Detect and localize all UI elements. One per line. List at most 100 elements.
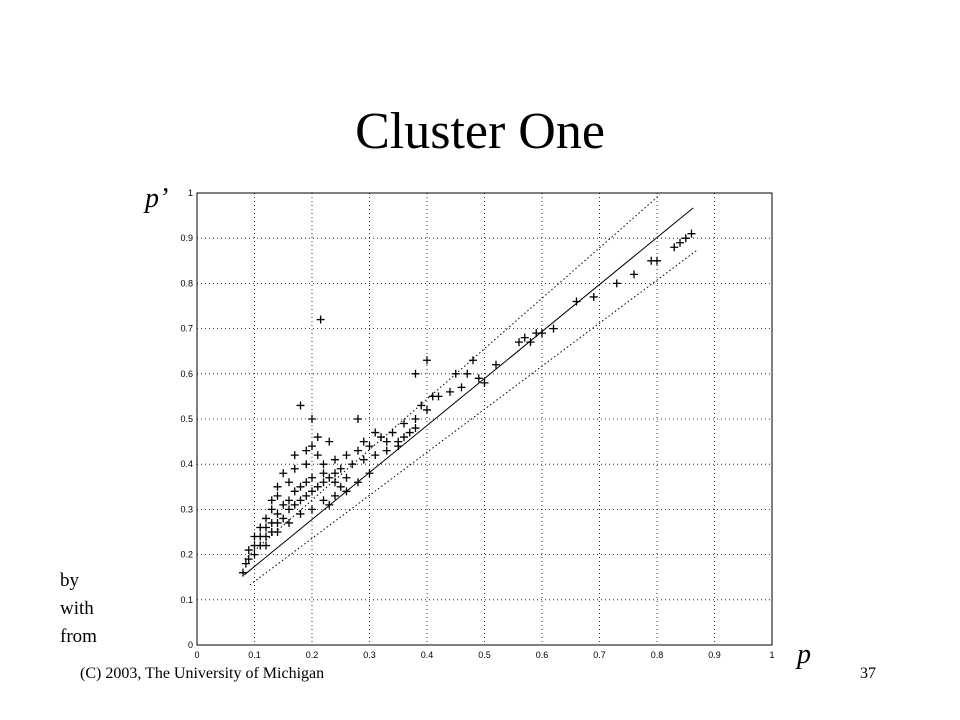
point <box>342 451 351 460</box>
point <box>290 464 299 473</box>
point <box>526 338 535 347</box>
point <box>630 270 638 279</box>
y-tick-label: 0.4 <box>180 459 193 469</box>
point <box>354 446 362 455</box>
point <box>239 568 247 577</box>
point <box>279 514 288 523</box>
point <box>411 369 420 378</box>
point <box>279 469 288 478</box>
fit-line <box>244 194 661 560</box>
page-number: 37 <box>860 665 876 682</box>
point <box>313 482 322 491</box>
point <box>336 482 345 491</box>
point <box>313 451 322 460</box>
point <box>285 518 293 527</box>
point <box>423 405 431 414</box>
fit-line <box>249 249 698 586</box>
point <box>302 446 311 455</box>
x-tick-label: 0.1 <box>248 650 261 660</box>
point <box>365 442 374 451</box>
point <box>319 469 328 478</box>
point <box>296 401 305 410</box>
point <box>241 559 250 568</box>
point <box>262 541 270 550</box>
point <box>359 455 368 464</box>
point <box>394 437 403 446</box>
point <box>411 415 420 423</box>
point <box>267 496 276 505</box>
point <box>285 478 293 487</box>
point <box>296 496 305 505</box>
x-tick-label: 0 <box>194 650 199 660</box>
point <box>262 514 270 523</box>
point <box>382 437 391 446</box>
point <box>474 374 483 383</box>
point <box>342 473 351 482</box>
point <box>377 433 385 442</box>
point <box>285 505 293 514</box>
x-tick-label: 0.5 <box>478 650 491 660</box>
y-tick-label: 0.8 <box>180 278 193 288</box>
point <box>250 541 259 550</box>
point <box>331 455 339 464</box>
footer: (C) 2003, The University of Michigan <box>80 665 324 682</box>
point <box>538 329 546 338</box>
point <box>267 505 276 514</box>
point <box>400 419 408 428</box>
point <box>687 229 696 238</box>
point <box>296 509 305 518</box>
point <box>325 437 334 446</box>
point <box>325 473 334 482</box>
point <box>423 356 431 365</box>
y-tick-label: 1 <box>188 188 193 198</box>
point <box>290 487 299 496</box>
point <box>279 500 288 509</box>
point <box>262 523 270 532</box>
point <box>308 415 316 423</box>
point <box>681 234 690 243</box>
point <box>273 482 282 491</box>
point <box>359 437 368 446</box>
point <box>244 555 253 564</box>
x-tick-label: 0.3 <box>363 650 376 660</box>
point <box>348 460 357 469</box>
x-tick-label: 1 <box>769 650 774 660</box>
fit-line <box>243 207 694 576</box>
point <box>492 360 500 369</box>
point <box>256 532 265 541</box>
point <box>250 550 259 559</box>
point <box>371 428 380 437</box>
x-axis-label: p <box>795 639 811 670</box>
x-tick-label: 0.4 <box>421 650 434 660</box>
point <box>469 356 477 365</box>
point <box>308 442 316 451</box>
point <box>589 292 598 301</box>
point <box>290 451 299 460</box>
point <box>273 528 282 536</box>
point <box>400 433 408 442</box>
side-text: from <box>60 626 97 647</box>
point <box>296 482 305 491</box>
point <box>244 546 253 555</box>
point <box>313 433 322 442</box>
point <box>382 446 391 455</box>
x-tick-label: 0.7 <box>593 650 606 660</box>
side-text: by <box>60 570 80 591</box>
x-tick-label: 0.2 <box>306 650 319 660</box>
x-tick-label: 0.6 <box>536 650 549 660</box>
point <box>417 401 426 410</box>
point <box>354 415 362 423</box>
point <box>612 279 621 288</box>
point <box>371 451 380 460</box>
point <box>302 478 311 487</box>
point <box>336 464 345 473</box>
slide-title: Cluster One <box>355 103 605 160</box>
point <box>331 478 339 487</box>
y-tick-label: 0.9 <box>180 233 193 243</box>
point <box>365 469 374 478</box>
point <box>463 369 472 378</box>
y-tick-label: 0.3 <box>180 504 193 514</box>
point <box>388 428 397 437</box>
point <box>446 387 454 396</box>
